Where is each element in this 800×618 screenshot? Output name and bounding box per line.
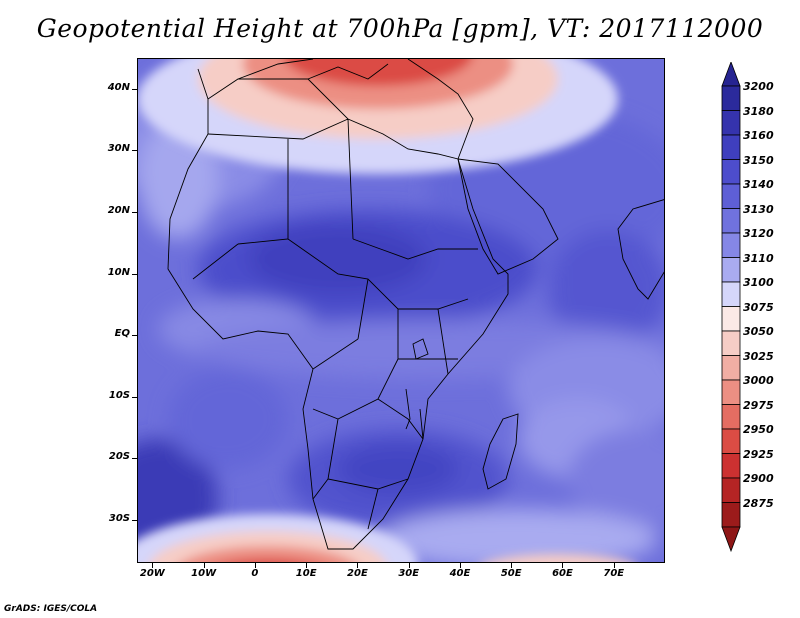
lon-tick-mark [203, 563, 205, 568]
colorbar-swatch [721, 281, 741, 307]
colorbar-top-cap [721, 62, 741, 87]
lon-tick-label: 0 [251, 568, 259, 579]
lon-tick-mark [459, 563, 461, 568]
colorbar-swatch [721, 453, 741, 479]
lon-tick-mark [511, 563, 513, 568]
colorbar-level-label: 3130 [743, 202, 774, 216]
colorbar-level-label: 2900 [743, 472, 774, 485]
colorbar-level-label: 3200 [743, 80, 774, 93]
colorbar-swatch [721, 208, 741, 234]
lat-tick-label: 30S [108, 512, 130, 524]
lat-tick-mark [132, 335, 137, 337]
colorbar-level-label: 3120 [743, 227, 774, 240]
lat-tick-mark [132, 150, 137, 152]
colorbar-swatch [721, 330, 741, 356]
colorbar-level-label: 3150 [743, 153, 774, 167]
colorbar-swatch [721, 232, 741, 258]
lon-tick-mark [152, 563, 154, 568]
colorbar-swatch [721, 502, 741, 528]
lat-tick-mark [132, 519, 137, 521]
lat-tick-label: EQ [114, 328, 130, 340]
lon-tick-label: 70E [603, 568, 625, 579]
map-title: Geopotential Height at 700hPa [gpm], VT:… [36, 14, 764, 43]
lon-tick-label: 10E [295, 568, 317, 579]
colorbar-swatch [721, 159, 741, 185]
colorbar-level-label: 3075 [743, 300, 774, 314]
lon-tick-label: 20E [347, 568, 368, 579]
lat-tick-label: 20S [108, 451, 130, 463]
colorbar-level-label: 3000 [743, 374, 774, 387]
lat-tick-label: 40N [107, 81, 130, 93]
grads-credit: GrADS: IGES/COLA [4, 604, 98, 614]
lat-tick-label: 10S [108, 389, 130, 401]
colorbar-level-label: 3160 [743, 129, 774, 142]
colorbar-swatch [721, 183, 741, 209]
height-field [138, 59, 664, 562]
lon-tick-label: 60E [552, 568, 573, 579]
colorbar-swatch [721, 428, 741, 454]
colorbar-level-label: 3100 [743, 276, 774, 289]
colorbar-swatch [721, 110, 741, 136]
lat-tick-mark [132, 396, 137, 398]
lon-tick-mark [306, 563, 308, 568]
lon-tick-mark [408, 563, 410, 568]
colorbar-swatch [721, 477, 741, 503]
colorbar-level-label: 3025 [743, 349, 774, 363]
colorbar [721, 62, 741, 552]
lat-tick-mark [132, 88, 137, 90]
colorbar-level-label: 3180 [743, 104, 774, 118]
lon-tick-label: 10W [191, 568, 217, 579]
colorbar-swatch [721, 134, 741, 160]
colorbar-swatch [721, 306, 741, 332]
lon-tick-mark [562, 563, 564, 568]
lon-tick-label: 50E [500, 568, 522, 579]
colorbar-level-label: 3050 [743, 325, 774, 338]
colorbar-swatch [721, 85, 741, 111]
colorbar-swatch [721, 379, 741, 405]
lon-tick-label: 30E [398, 568, 420, 579]
map-canvas [138, 59, 664, 562]
colorbar-swatch [721, 257, 741, 283]
colorbar-level-label: 2875 [743, 496, 774, 510]
colorbar-bottom-cap [721, 526, 741, 552]
lat-tick-label: 10N [107, 266, 130, 278]
colorbar-swatch [721, 355, 741, 381]
country-boundaries [167, 59, 664, 550]
lat-tick-mark [132, 458, 137, 460]
colorbar-level-label: 3140 [743, 178, 774, 191]
map-plot-area [137, 58, 665, 563]
lat-tick-mark [132, 211, 137, 213]
lat-tick-label: 30N [107, 143, 130, 155]
lat-tick-label: 20N [107, 204, 130, 216]
lon-tick-mark [254, 563, 256, 568]
colorbar-level-label: 2975 [743, 398, 774, 412]
lon-tick-mark [357, 563, 359, 568]
colorbar-level-label: 2950 [743, 423, 774, 436]
lon-tick-label: 40E [449, 568, 471, 579]
colorbar-level-label: 2925 [743, 447, 774, 461]
lon-tick-mark [613, 563, 615, 568]
colorbar-level-label: 3110 [743, 251, 774, 265]
lon-tick-label: 20W [139, 568, 165, 579]
lat-tick-mark [132, 273, 137, 275]
colorbar-swatch [721, 404, 741, 430]
